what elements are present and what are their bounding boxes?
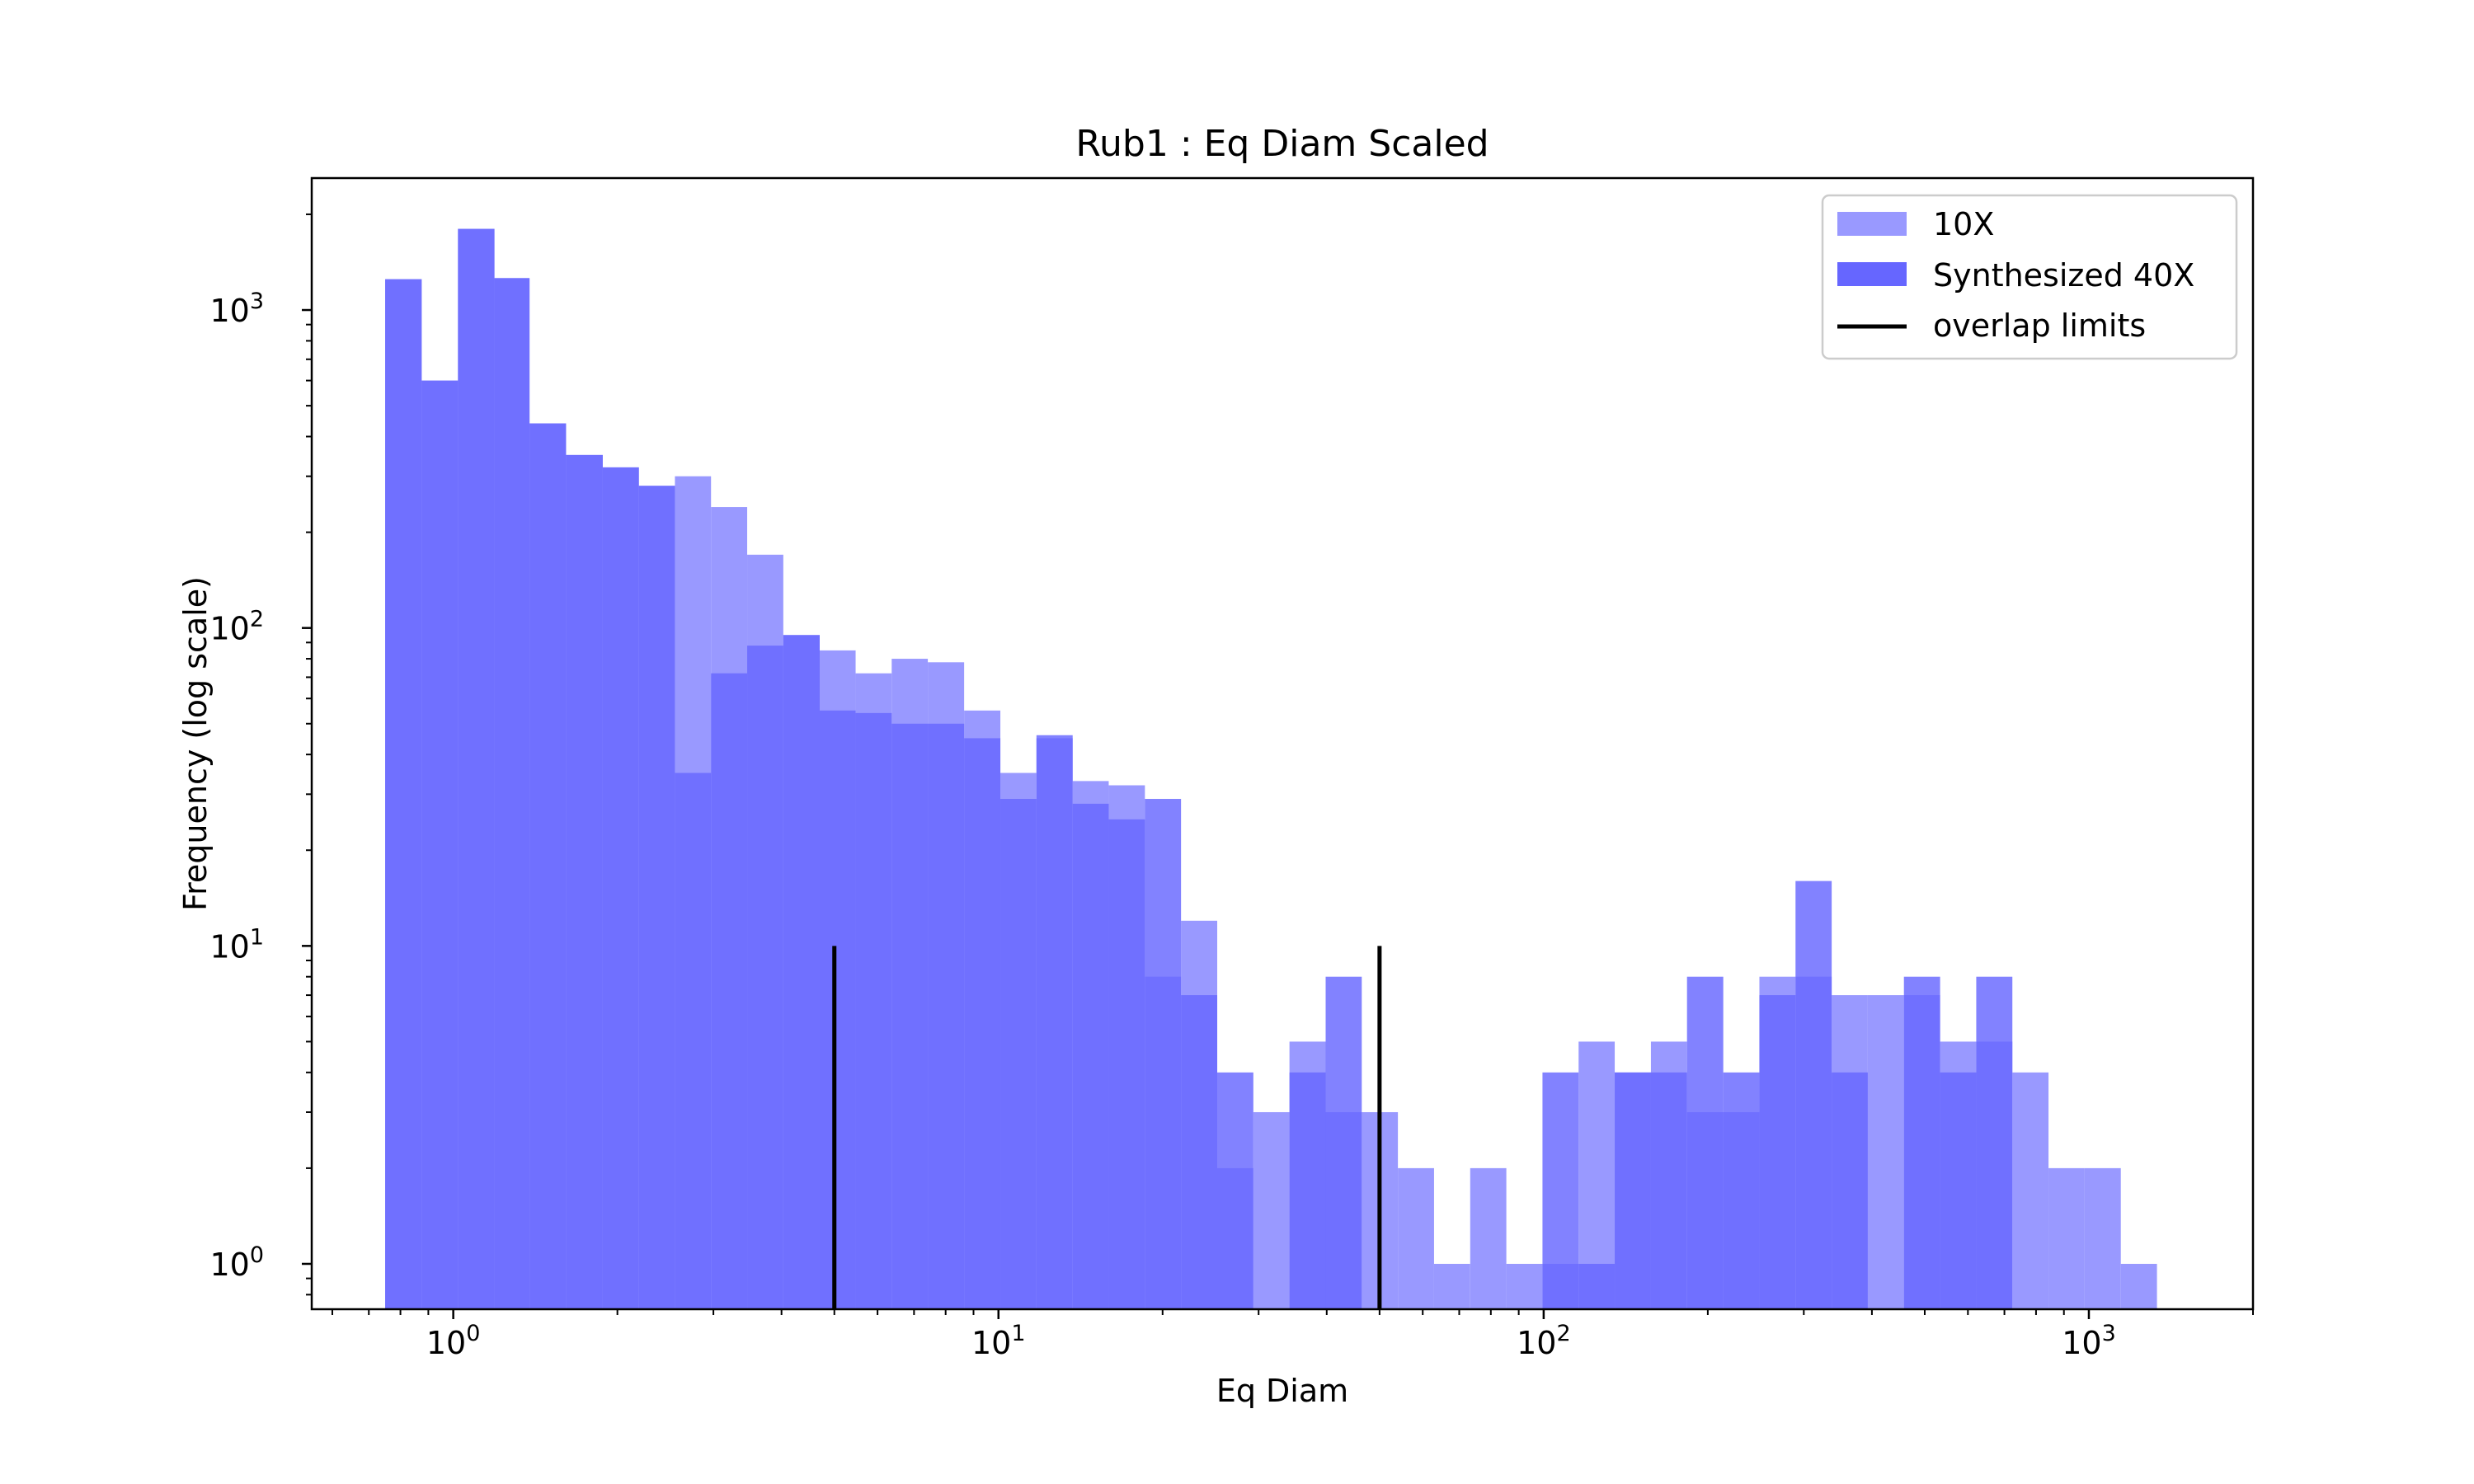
histogram-bar <box>1108 819 1145 1309</box>
histogram-bar <box>1578 1263 1616 1309</box>
histogram-bar <box>928 723 965 1309</box>
histogram-bar <box>2084 1167 2121 1309</box>
histogram-bar <box>1832 1072 1868 1309</box>
histogram-bar <box>1542 1072 1579 1309</box>
histogram-bar <box>1795 881 1832 1309</box>
histogram-bar <box>1615 1072 1651 1309</box>
histogram-bar <box>855 712 892 1309</box>
histogram-bar <box>638 486 675 1309</box>
histogram-bar <box>458 228 495 1310</box>
bars-layer <box>385 228 2157 1310</box>
histogram-bar <box>1253 1111 1290 1309</box>
histogram-bar <box>602 467 639 1309</box>
x-tick-label: 101 <box>971 1321 1026 1361</box>
histogram-bar <box>2012 1072 2049 1309</box>
histogram-bar <box>421 380 459 1309</box>
legend-label-overlap-limits: overlap limits <box>1933 308 2146 344</box>
histogram-bar <box>1506 1263 1543 1309</box>
legend-label-10x: 10X <box>1933 206 1994 242</box>
histogram-bar <box>1867 995 1904 1309</box>
legend-box <box>1821 194 2238 360</box>
histogram-bar <box>1000 799 1037 1309</box>
y-axis-ticks: 100 101 102 103 <box>209 213 312 1296</box>
histogram-bar <box>1036 735 1073 1309</box>
x-tick-label: 103 <box>2062 1321 2116 1361</box>
chart-title: Rub1 : Eq Diam Scaled <box>1075 123 1489 165</box>
overlap-lines-layer <box>832 946 1382 1309</box>
x-axis-label: Eq Diam <box>1216 1373 1348 1409</box>
histogram-bar <box>1433 1263 1470 1309</box>
legend-swatch-synthesized-40x <box>1837 262 1907 286</box>
histogram-bar <box>529 423 567 1309</box>
legend: 10X Synthesized 40X overlap limits <box>1821 194 2238 360</box>
histogram-bar <box>783 635 820 1309</box>
histogram-bar <box>1903 976 1940 1309</box>
histogram-bar <box>819 710 856 1309</box>
histogram-bar <box>1398 1167 1434 1309</box>
histogram-bar <box>1325 976 1362 1309</box>
x-axis-ticks: 100 101 102 103 <box>331 1309 2254 1361</box>
histogram-bar <box>711 673 748 1309</box>
histogram-bar <box>1650 1072 1687 1309</box>
histogram-bar <box>385 279 422 1309</box>
histogram-bar <box>1217 1072 1253 1309</box>
histogram-bar <box>494 278 530 1310</box>
histogram-bar <box>891 723 929 1309</box>
x-tick-label: 100 <box>426 1321 481 1361</box>
histogram-bar <box>1686 976 1724 1309</box>
histogram-bar <box>1181 995 1218 1309</box>
histogram-bar <box>1976 976 2013 1309</box>
histogram-bar <box>1723 1072 1760 1309</box>
histogram-bar <box>747 646 783 1309</box>
histogram-bar <box>1470 1167 1507 1309</box>
legend-label-synthesized-40x: Synthesized 40X <box>1933 257 2194 294</box>
histogram-bar <box>566 454 603 1310</box>
y-axis-label: Frequency (log scale) <box>177 576 214 911</box>
histogram-bar <box>1072 803 1109 1309</box>
histogram-bar <box>1759 995 1796 1309</box>
x-tick-label: 102 <box>1517 1321 1571 1361</box>
histogram-bar <box>1145 799 1182 1309</box>
y-tick-label: 102 <box>209 607 264 647</box>
plot-frame <box>310 176 2255 1311</box>
histogram-bar <box>2120 1263 2157 1309</box>
y-tick-label: 100 <box>209 1242 264 1283</box>
legend-swatch-10x <box>1837 212 1907 236</box>
histogram-bar <box>2048 1167 2085 1309</box>
y-tick-label: 103 <box>209 289 264 329</box>
histogram-bar <box>675 773 712 1309</box>
histogram-bar <box>1289 1072 1326 1309</box>
y-tick-label: 101 <box>209 924 264 965</box>
histogram-bar <box>964 738 1001 1309</box>
histogram-bar <box>1940 1072 1977 1309</box>
